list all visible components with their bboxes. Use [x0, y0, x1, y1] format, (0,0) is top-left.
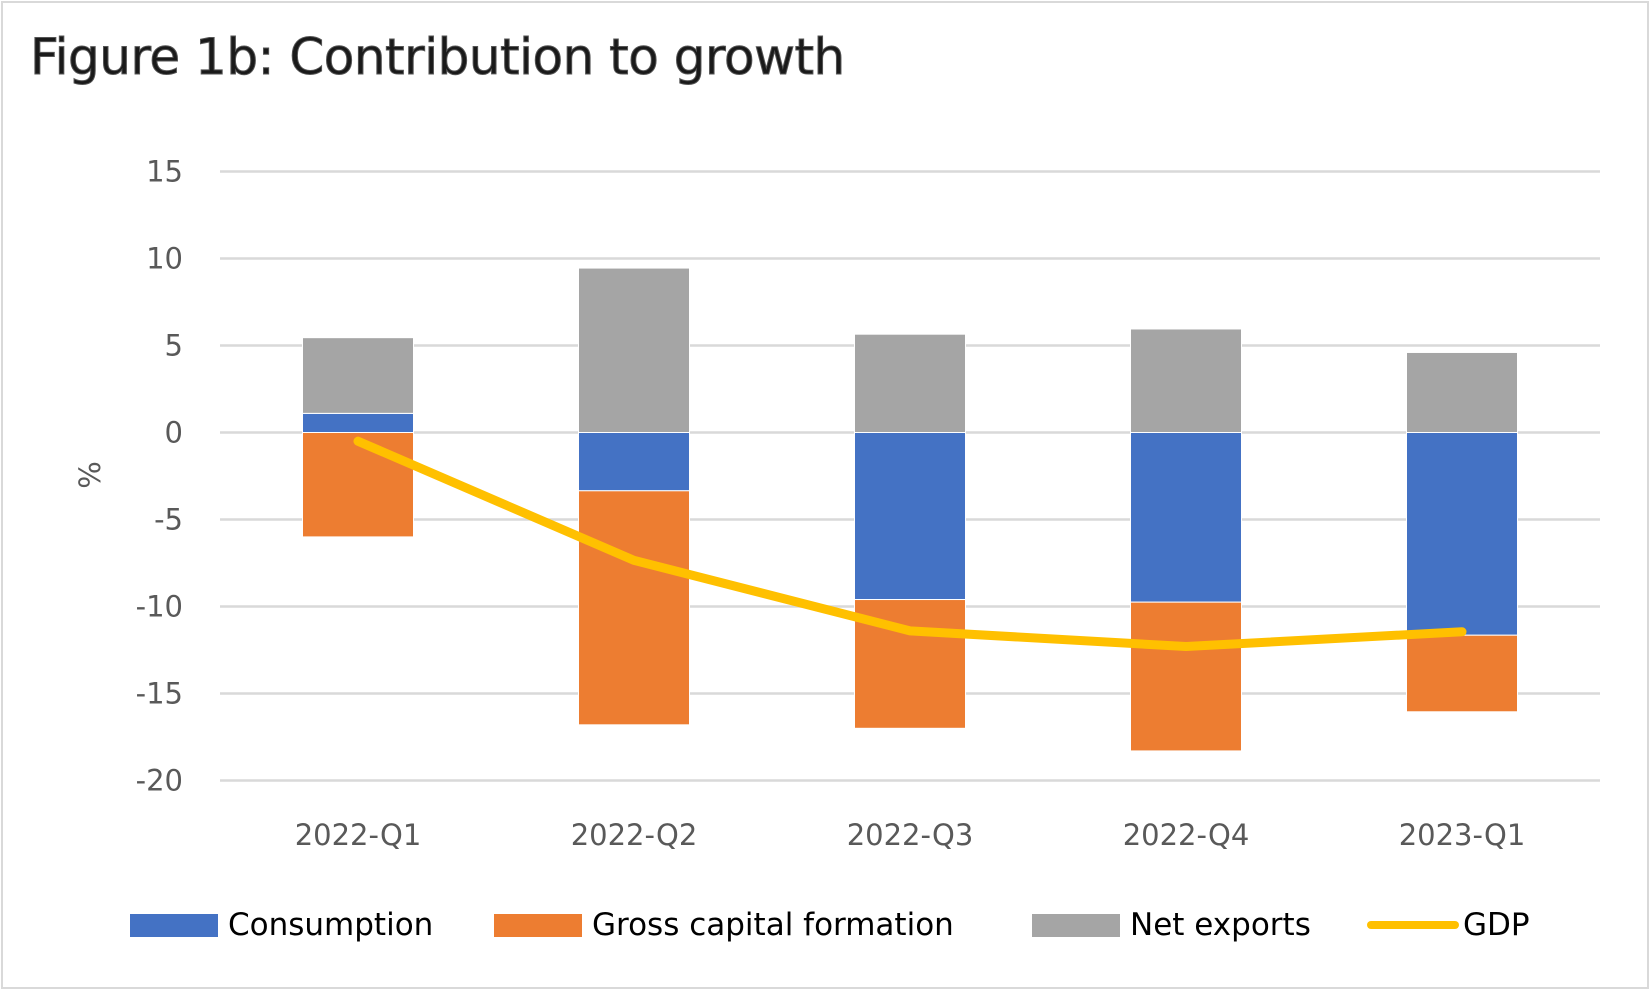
y-axis-label: % [73, 461, 107, 489]
legend-item-gross-capital-formation[interactable]: Gross capital formation [494, 902, 954, 948]
bar-net-exports[interactable] [854, 333, 966, 433]
legend-swatch-gdp [1367, 921, 1459, 929]
bar-gross-capital-formation[interactable] [1406, 634, 1518, 713]
y-tick-label: -15 [136, 677, 183, 711]
legend-swatch-consumption [130, 913, 218, 937]
y-tick-label: -5 [154, 503, 183, 537]
bar-gross-capital-formation[interactable] [578, 490, 690, 726]
bar-net-exports[interactable] [1130, 328, 1242, 433]
bar-gross-capital-formation[interactable] [302, 432, 414, 538]
bar-gross-capital-formation[interactable] [1130, 601, 1242, 752]
bar-net-exports[interactable] [1406, 351, 1518, 433]
bar-consumption[interactable] [578, 432, 690, 492]
bar-net-exports[interactable] [302, 337, 414, 414]
y-tick-label: 5 [165, 329, 183, 363]
bars [302, 267, 1518, 752]
x-tick-label: 2022-Q4 [1123, 818, 1250, 852]
bar-consumption[interactable] [854, 432, 966, 601]
legend-item-net-exports[interactable]: Net exports [1032, 902, 1311, 948]
legend-label-gross-capital-formation: Gross capital formation [592, 907, 954, 943]
y-tick-label: -10 [136, 590, 183, 624]
legend-swatch-net-exports [1032, 913, 1120, 937]
y-tick-label: 0 [165, 416, 183, 450]
legend: Consumption Gross capital formation Net … [0, 902, 1652, 948]
x-tick-label: 2023-Q1 [1399, 818, 1526, 852]
y-axis-ticks: 15 10 5 0 -5 -10 -15 -20 [136, 155, 183, 798]
bar-consumption[interactable] [302, 412, 414, 433]
y-tick-label: 10 [146, 242, 183, 276]
legend-label-net-exports: Net exports [1130, 907, 1311, 943]
line-series [353, 436, 1467, 652]
chart-title: Figure 1b: Contribution to growth [30, 28, 846, 87]
legend-label-gdp: GDP [1463, 907, 1530, 943]
bar-net-exports[interactable] [578, 267, 690, 433]
x-axis-ticks: 2022-Q1 2022-Q2 2022-Q3 2022-Q4 2023-Q1 [295, 818, 1526, 852]
x-tick-label: 2022-Q1 [295, 818, 422, 852]
legend-label-consumption: Consumption [228, 907, 434, 943]
x-tick-label: 2022-Q3 [847, 818, 974, 852]
legend-swatch-gross-capital-formation [494, 913, 582, 937]
x-tick-label: 2022-Q2 [571, 818, 698, 852]
legend-item-consumption[interactable]: Consumption [130, 902, 433, 948]
y-tick-label: 15 [146, 155, 183, 189]
legend-item-gdp[interactable]: GDP [1367, 902, 1530, 948]
bar-consumption[interactable] [1130, 432, 1242, 603]
bar-consumption[interactable] [1406, 432, 1518, 636]
y-tick-label: -20 [136, 764, 183, 798]
